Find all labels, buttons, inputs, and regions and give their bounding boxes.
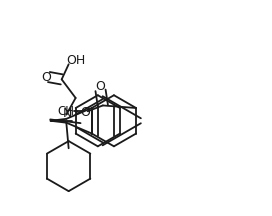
Text: CH₃: CH₃	[58, 105, 80, 118]
Text: O: O	[80, 106, 90, 119]
Text: O: O	[95, 80, 106, 93]
Text: N: N	[63, 106, 72, 119]
Text: OH: OH	[66, 54, 85, 67]
Text: O: O	[41, 71, 51, 84]
